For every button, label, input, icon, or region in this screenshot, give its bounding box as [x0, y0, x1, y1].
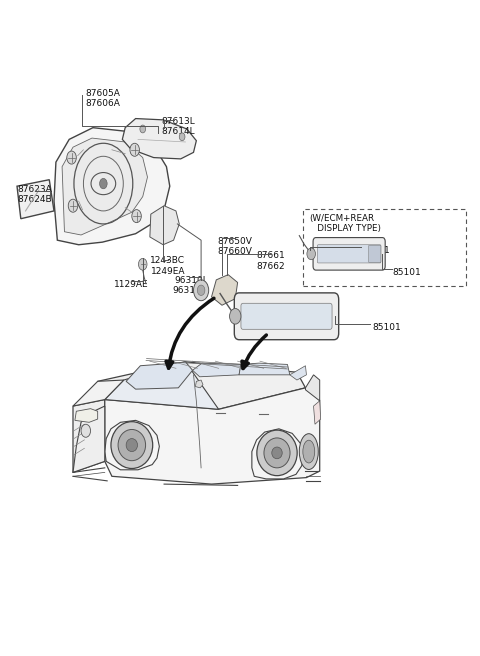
Polygon shape [212, 275, 238, 305]
Text: (W/ECM+REAR
   DISPLAY TYPE): (W/ECM+REAR DISPLAY TYPE) [309, 213, 381, 233]
Text: 85101: 85101 [393, 268, 421, 277]
Ellipse shape [264, 438, 290, 468]
Text: 87605A
87606A: 87605A 87606A [85, 89, 120, 108]
Circle shape [81, 424, 91, 438]
Ellipse shape [118, 430, 145, 461]
Polygon shape [73, 406, 105, 472]
Polygon shape [17, 180, 54, 218]
Ellipse shape [300, 434, 318, 470]
FancyBboxPatch shape [317, 245, 381, 263]
Polygon shape [290, 366, 306, 380]
Circle shape [132, 210, 141, 222]
Ellipse shape [272, 447, 282, 459]
Polygon shape [126, 362, 192, 389]
Polygon shape [192, 363, 241, 377]
Polygon shape [122, 119, 196, 159]
Circle shape [197, 285, 205, 295]
Circle shape [140, 125, 145, 133]
Polygon shape [105, 362, 219, 409]
Circle shape [229, 308, 241, 324]
Polygon shape [62, 138, 147, 235]
Polygon shape [75, 409, 97, 422]
Circle shape [179, 133, 185, 140]
Circle shape [307, 248, 315, 260]
Circle shape [68, 199, 78, 213]
Text: 85131: 85131 [361, 246, 390, 255]
Text: 96310J
96310K: 96310J 96310K [173, 276, 207, 295]
Polygon shape [54, 128, 170, 245]
Polygon shape [73, 400, 105, 472]
FancyBboxPatch shape [241, 303, 332, 329]
Polygon shape [252, 429, 304, 479]
Polygon shape [239, 363, 290, 375]
Text: 87661
87662: 87661 87662 [256, 251, 285, 271]
Polygon shape [105, 388, 320, 484]
Polygon shape [195, 380, 203, 388]
Text: 87623A
87624B: 87623A 87624B [18, 185, 52, 204]
Ellipse shape [111, 422, 153, 468]
Polygon shape [305, 375, 320, 401]
Text: 87650V
87660V: 87650V 87660V [218, 237, 252, 256]
Text: 1243BC
1249EA: 1243BC 1249EA [150, 256, 185, 276]
Text: 87613L
87614L: 87613L 87614L [161, 117, 195, 136]
FancyBboxPatch shape [313, 237, 385, 270]
Text: 85101: 85101 [372, 323, 401, 332]
Circle shape [130, 143, 139, 156]
Circle shape [99, 178, 107, 189]
Ellipse shape [303, 440, 315, 463]
Polygon shape [313, 401, 321, 424]
Ellipse shape [257, 430, 297, 476]
Polygon shape [105, 420, 159, 470]
Polygon shape [73, 380, 124, 406]
Circle shape [138, 258, 147, 270]
Bar [302, 209, 466, 286]
FancyBboxPatch shape [369, 245, 381, 262]
Polygon shape [150, 206, 179, 245]
Text: 1129AE: 1129AE [114, 280, 148, 289]
Circle shape [67, 151, 76, 164]
Polygon shape [97, 362, 305, 409]
FancyBboxPatch shape [234, 293, 339, 340]
Ellipse shape [126, 439, 137, 451]
Circle shape [193, 280, 209, 300]
